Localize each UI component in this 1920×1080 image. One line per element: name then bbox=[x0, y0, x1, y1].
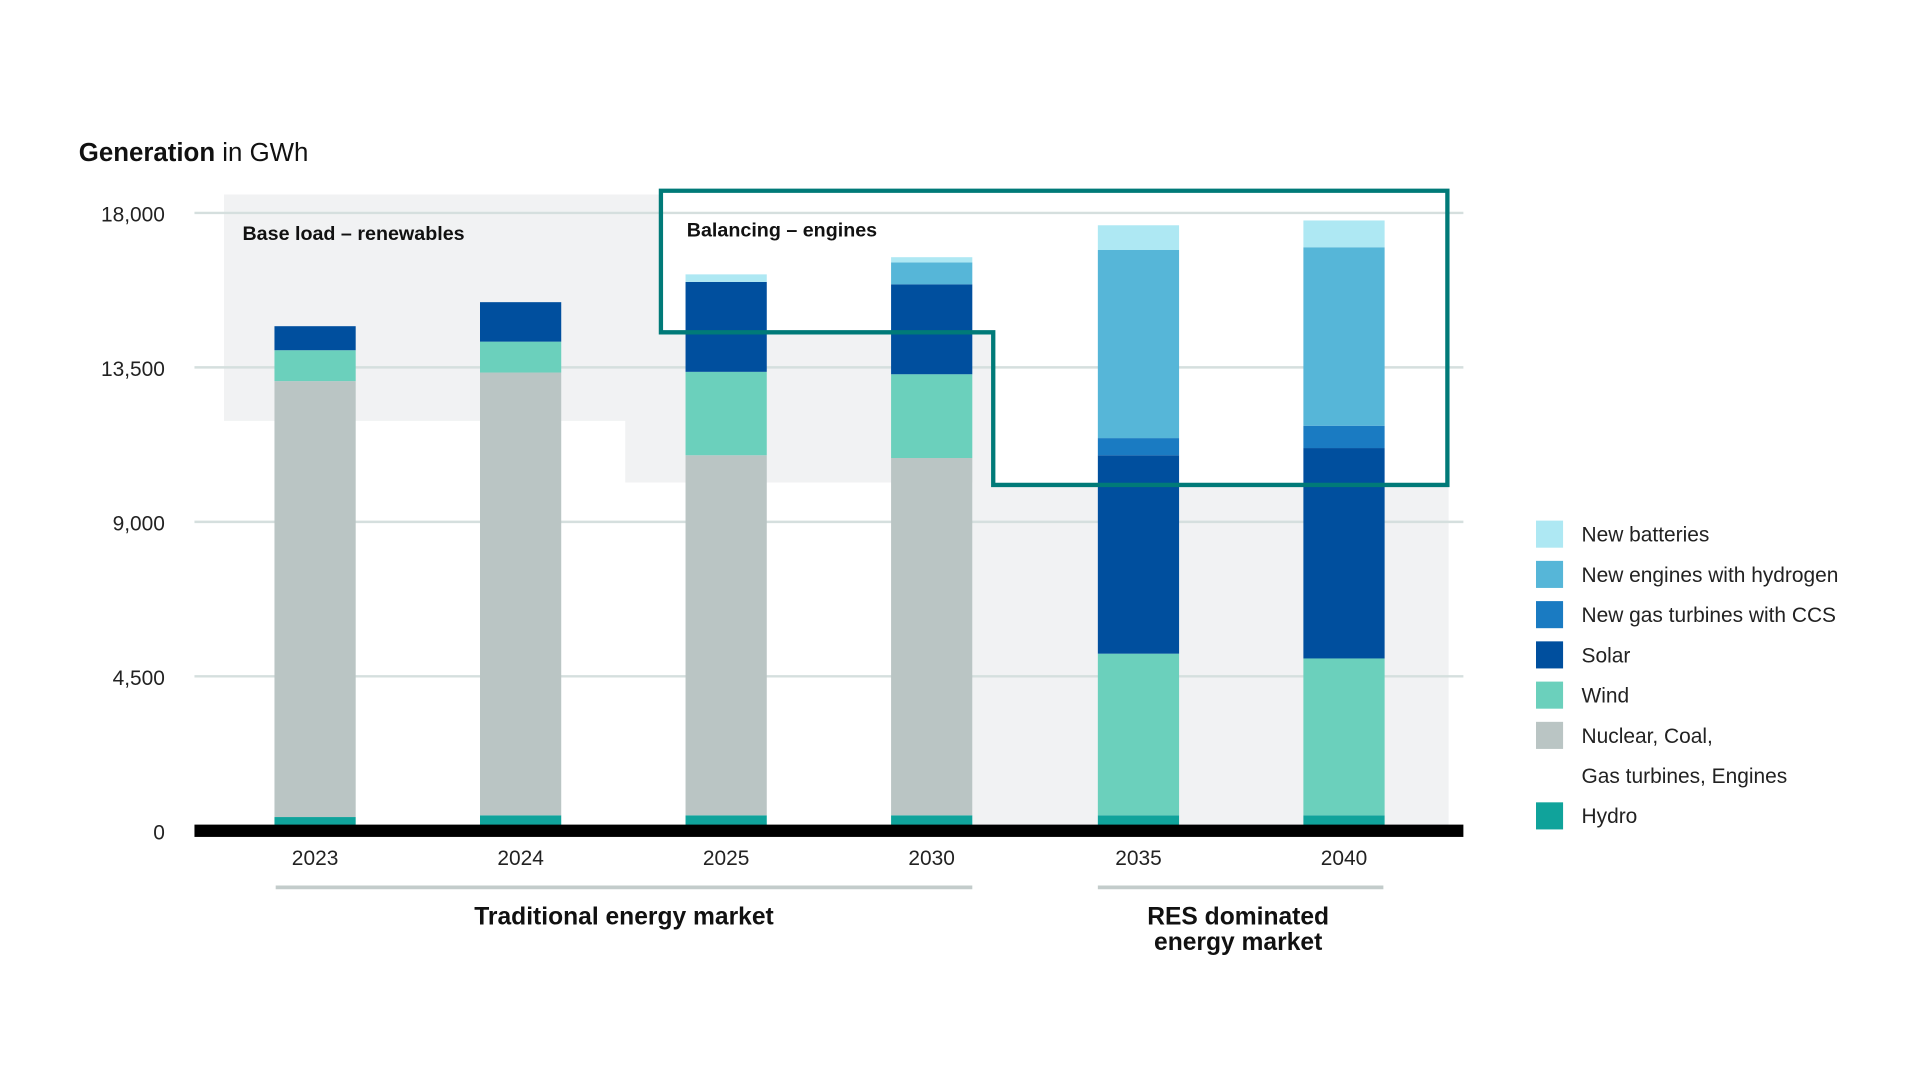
gridlines bbox=[194, 211, 1464, 678]
bar-segment-2024-wind bbox=[480, 341, 562, 373]
bar-segment-2023-solar bbox=[274, 326, 356, 351]
x-tick-label: 2035 bbox=[1115, 847, 1162, 870]
annotation-base-load: Base load – renewables bbox=[242, 223, 464, 245]
legend: New batteries New engines with hydrogen Ne… bbox=[1536, 520, 1839, 830]
y-tick-label: 9,000 bbox=[113, 512, 165, 535]
x-tick-label: 2024 bbox=[497, 847, 544, 870]
chart-title: Generation in GWh bbox=[79, 139, 309, 167]
title-bold: Generation bbox=[79, 139, 215, 167]
legend-swatch bbox=[1536, 641, 1564, 669]
y-tick-label: 0 bbox=[153, 821, 165, 844]
bar-segment-2035-new-batteries bbox=[1097, 225, 1180, 250]
legend-label: Gas turbines, Engines bbox=[1582, 765, 1788, 788]
title-unit: in GWh bbox=[215, 139, 308, 167]
x-tick-label: 2023 bbox=[292, 847, 339, 870]
bar-segment-2030-solar bbox=[891, 284, 973, 375]
x-tick-label: 2040 bbox=[1321, 847, 1368, 870]
bar-segment-2023-wind bbox=[274, 350, 356, 382]
legend-label: Solar bbox=[1582, 644, 1631, 667]
group-label-res-line2: energy market bbox=[1154, 929, 1322, 956]
x-tick-label: 2030 bbox=[908, 847, 955, 870]
bar-segment-2024-nuclear bbox=[480, 372, 562, 816]
bar-segment-2030-new-batteries bbox=[891, 257, 973, 263]
y-axis: 0 4,500 9,000 13,500 18,000 bbox=[101, 204, 165, 845]
legend-label: New engines with hydrogen bbox=[1582, 564, 1839, 587]
group-label-traditional: Traditional energy market bbox=[474, 903, 774, 930]
legend-swatch bbox=[1536, 520, 1564, 548]
x-tick-label: 2025 bbox=[703, 847, 750, 870]
legend-swatch bbox=[1536, 802, 1564, 830]
legend-label: Wind bbox=[1582, 685, 1630, 708]
bar-segment-2035-wind bbox=[1097, 653, 1180, 816]
bar-segment-2040-new-engines-with-hydrogen bbox=[1303, 247, 1385, 426]
bar-segment-2025-solar bbox=[685, 281, 767, 372]
y-tick-label: 18,000 bbox=[101, 204, 165, 227]
legend-swatch bbox=[1536, 681, 1564, 709]
bar-segment-2024-solar bbox=[480, 302, 562, 342]
bar-segment-2025-wind bbox=[685, 371, 767, 456]
bar-segment-2035-new-gas-turbines-with-ccs bbox=[1097, 438, 1180, 456]
bar-segment-2025-new-batteries bbox=[685, 274, 767, 282]
legend-swatch bbox=[1536, 601, 1564, 629]
y-tick-label: 4,500 bbox=[113, 667, 165, 690]
y-tick-label: 13,500 bbox=[101, 358, 165, 381]
shaded-region bbox=[224, 194, 1449, 831]
balancing-box bbox=[658, 188, 1450, 488]
legend-swatch bbox=[1536, 560, 1564, 588]
group-label-res-line1: RES dominated bbox=[1147, 903, 1329, 930]
x-axis-baseline bbox=[194, 824, 1464, 837]
bar-segment-2040-new-gas-turbines-with-ccs bbox=[1303, 425, 1385, 449]
bar-segment-2025-nuclear bbox=[685, 455, 767, 816]
bar-segment-2040-wind bbox=[1303, 658, 1385, 816]
legend-label: Hydro bbox=[1582, 805, 1638, 828]
bar-segment-2035-solar bbox=[1097, 455, 1180, 654]
x-axis: 2023 2024 2025 2030 2035 2040 bbox=[292, 847, 1367, 870]
legend-label: New gas turbines with CCS bbox=[1582, 604, 1836, 627]
annotation-balancing: Balancing – engines bbox=[687, 219, 877, 241]
legend-label: Nuclear, Coal, bbox=[1582, 725, 1713, 748]
bar-segment-2030-wind bbox=[891, 374, 973, 459]
bar-segment-2040-new-batteries bbox=[1303, 220, 1385, 248]
bar-segment-2035-new-engines-with-hydrogen bbox=[1097, 249, 1180, 439]
bar-segment-2040-solar bbox=[1303, 448, 1385, 659]
bar-segment-2030-nuclear bbox=[891, 458, 973, 816]
legend-swatch bbox=[1536, 721, 1564, 749]
bar-segment-2023-nuclear bbox=[274, 381, 356, 818]
bar-segment-2030-new-engines-with-hydrogen bbox=[891, 262, 973, 285]
legend-label: New batteries bbox=[1582, 524, 1710, 547]
